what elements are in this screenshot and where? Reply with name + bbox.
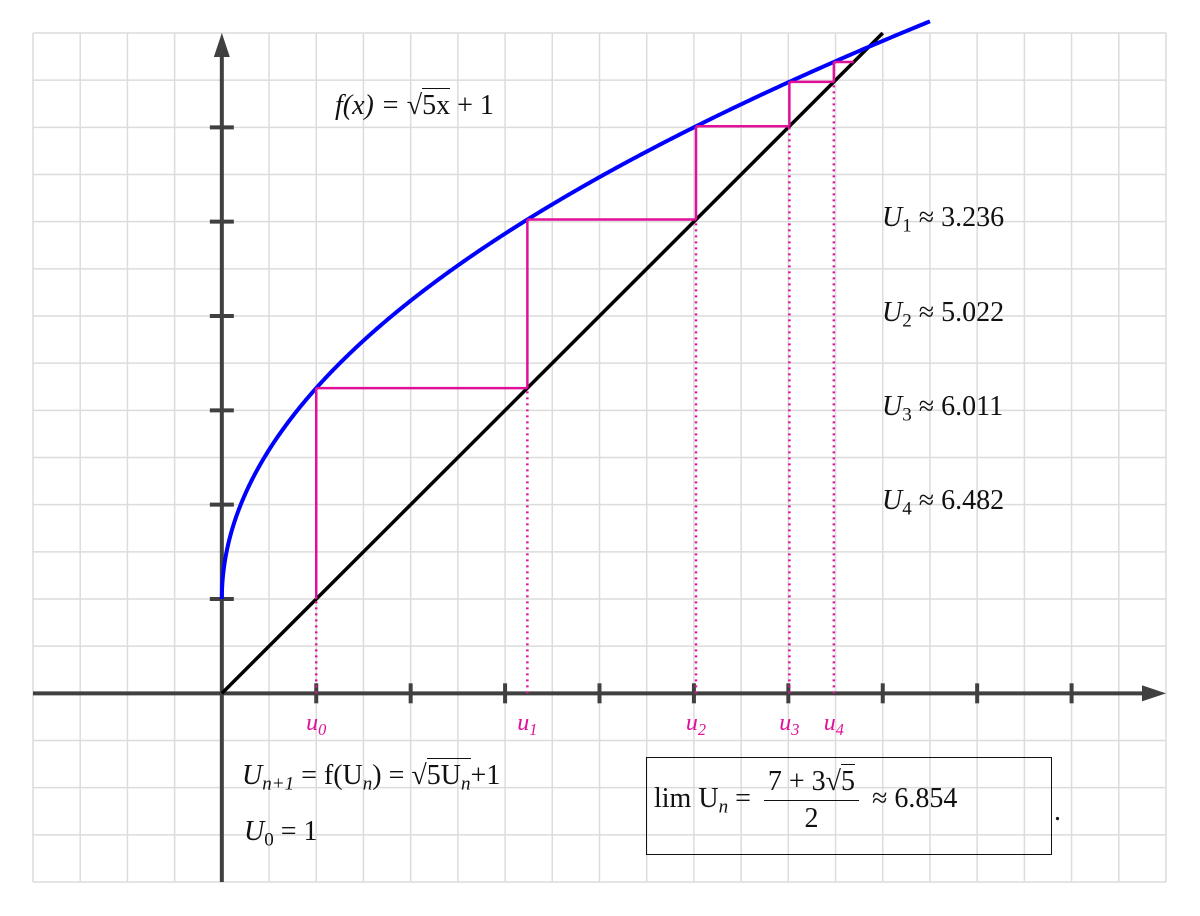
value-u4: U4 ≈ 6.482 — [882, 485, 1005, 520]
value-u3: U3 ≈ 6.011 — [882, 391, 1004, 426]
x-tick-label-u1: u1 — [517, 710, 538, 739]
limit-period: . — [1054, 796, 1061, 827]
limit-box — [646, 757, 1052, 855]
x-tick-label-u0: u0 — [306, 710, 327, 739]
identity-line — [220, 31, 884, 695]
x-tick-label-u4: u4 — [823, 710, 844, 739]
value-u1: U1 ≈ 3.236 — [882, 202, 1005, 237]
x-tick-label-u2: u2 — [685, 710, 707, 739]
y-axis-arrow-icon — [213, 33, 230, 57]
x-tick-label-u3: u3 — [779, 710, 800, 739]
function-rest: + 1 — [457, 90, 494, 121]
function-curve — [219, 19, 931, 600]
value-u2: U2 ≈ 5.022 — [882, 297, 1005, 332]
initial-value: U0 = 1 — [244, 816, 318, 851]
function-lhs: f(x) = — [335, 90, 400, 121]
x-axis-arrow-icon — [1142, 685, 1166, 702]
function-radicand: 5x — [422, 88, 451, 121]
limit-formula: lim Un = 7 + 3√5 2 ≈ 6.854 — [654, 764, 958, 834]
function-label: f(x) = √5x + 1 — [335, 88, 494, 121]
recurrence-formula: Un+1 = f(Un) = √5Un+1 — [242, 758, 501, 795]
